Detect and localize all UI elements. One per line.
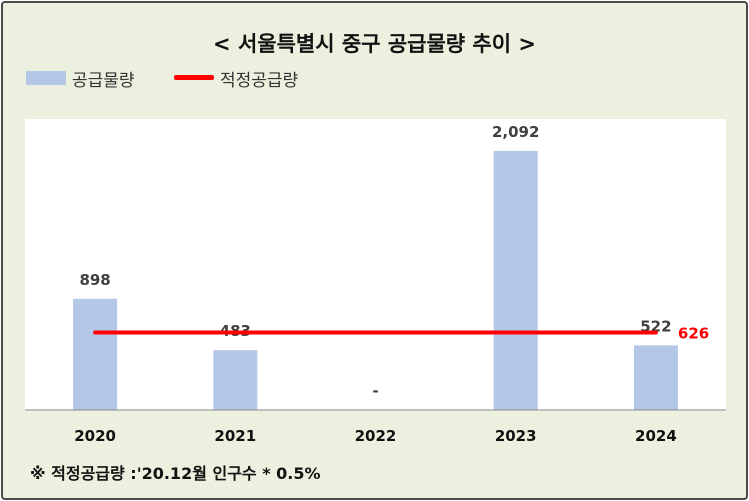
x-tick-label-2020: 2020 (74, 427, 116, 445)
bar-2021 (213, 350, 258, 410)
legend-label-proper-supply: 적정공급량 (220, 71, 299, 91)
legend-swatch-line (174, 75, 214, 80)
footnote: ※ 적정공급량 :'20.12월 인구수 * 0.5% (30, 464, 321, 483)
x-tick-label-2022: 2022 (355, 427, 397, 445)
legend-swatch-bar (26, 71, 66, 85)
bar-label-2022: - (372, 382, 378, 400)
legend-label-supply: 공급물량 (72, 71, 135, 91)
bar-label-2020: 898 (79, 271, 110, 289)
bar-2023 (493, 150, 538, 410)
bar-2024 (633, 345, 678, 410)
x-tick-label-2024: 2024 (635, 427, 677, 445)
plot-area (25, 119, 726, 411)
line-end-label: 626 (678, 324, 709, 342)
bar-2020 (73, 298, 118, 410)
x-tick-label-2021: 2021 (214, 427, 256, 445)
chart-title: < 서울특별시 중구 공급물량 추이 > (213, 32, 536, 56)
bar-label-2023: 2,092 (492, 123, 539, 141)
x-tick-label-2023: 2023 (495, 427, 537, 445)
